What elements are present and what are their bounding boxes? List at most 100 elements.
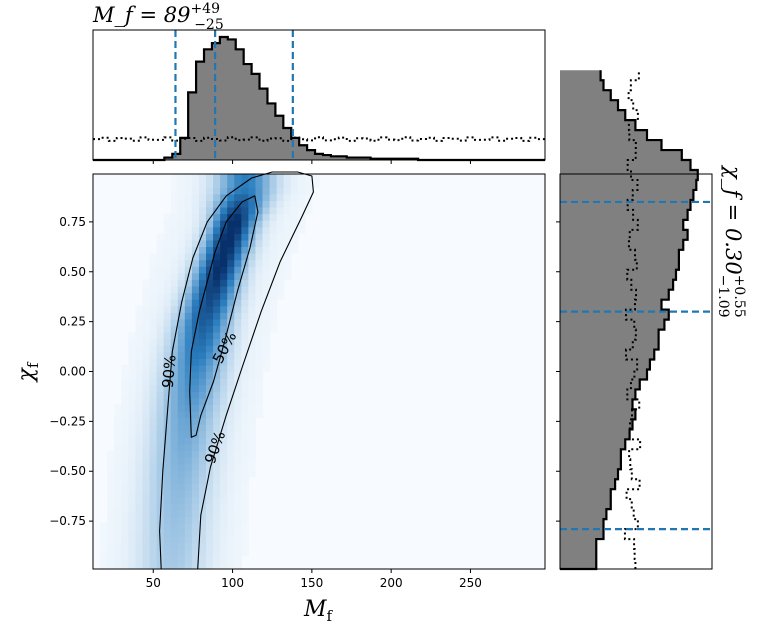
density-cell [213, 424, 221, 432]
density-cell [121, 437, 129, 445]
right-histogram-fill [560, 70, 698, 569]
density-cell [135, 378, 144, 386]
density-cell [276, 285, 285, 294]
density-cell [220, 206, 228, 215]
density-cell [213, 351, 221, 359]
density-cell [283, 259, 292, 267]
density-cell [248, 470, 257, 478]
density-cell [283, 206, 292, 215]
density-cell [269, 253, 278, 261]
density-cell [213, 325, 221, 333]
contour-50pct [189, 195, 259, 438]
density-cell [198, 325, 207, 333]
density-cell [255, 213, 264, 221]
density-cell [262, 279, 271, 287]
density-cell [191, 411, 200, 419]
density-cell [234, 305, 242, 313]
density-cell [121, 536, 129, 544]
density-cell [206, 312, 214, 320]
top-panel-ticks [152, 160, 471, 164]
density-cell [213, 226, 221, 234]
density-cell [206, 338, 214, 346]
density-cell [149, 259, 158, 267]
x-tick-label: 150 [300, 576, 323, 590]
density-cell [213, 345, 221, 353]
density-cell [156, 378, 165, 386]
density-cell [149, 371, 158, 379]
density-cell [213, 378, 221, 386]
density-cell [184, 193, 193, 201]
density-cell [135, 397, 144, 406]
density-cell [227, 443, 235, 452]
density-cell [142, 503, 151, 511]
density-cell [163, 364, 172, 373]
density-cell [128, 424, 136, 432]
density-cell [177, 476, 186, 485]
density-cell [255, 371, 264, 379]
density-cell [213, 187, 221, 195]
density-cell [290, 239, 299, 248]
density-cell [248, 443, 257, 452]
density-cell [114, 476, 122, 485]
density-cell [283, 187, 292, 195]
density-cell [234, 200, 242, 208]
density-cell [198, 490, 207, 498]
density-cell [170, 496, 179, 504]
density-cell [213, 490, 221, 498]
density-cell [170, 318, 179, 327]
density-cell [191, 430, 200, 438]
density-cell [227, 503, 235, 511]
density-cell [142, 490, 151, 498]
density-cell [149, 417, 158, 425]
density-cell [248, 345, 257, 353]
density-cell [149, 503, 158, 511]
density-cell [255, 272, 264, 280]
density-cell [177, 509, 186, 517]
density-cell [177, 213, 186, 221]
density-cell [198, 180, 207, 188]
density-cell [234, 193, 242, 201]
density-cell [163, 272, 172, 280]
density-cell [128, 463, 136, 471]
density-cell [206, 358, 214, 366]
density-cell [255, 358, 264, 366]
density-cell [156, 424, 165, 432]
density-cell [248, 450, 257, 458]
density-cell [128, 503, 136, 511]
density-cell [170, 516, 179, 524]
density-cell [227, 463, 235, 471]
density-cell [135, 476, 144, 485]
density-cell [206, 404, 214, 412]
density-cell [184, 522, 193, 531]
density-cell [198, 259, 207, 267]
density-cell [170, 285, 179, 294]
density-cell [234, 351, 242, 359]
density-cell [177, 424, 186, 432]
density-cell [206, 272, 214, 280]
density-cell [213, 522, 221, 531]
density-cell [290, 193, 299, 201]
density-cell [206, 384, 214, 392]
density-cell [191, 443, 200, 452]
density-cell [248, 430, 257, 438]
density-cell [227, 437, 235, 445]
density-cell [198, 187, 207, 195]
density-cell [100, 549, 108, 557]
density-cell [191, 266, 200, 274]
density-cell [220, 239, 228, 248]
density-cell [135, 503, 144, 511]
density-cell [262, 318, 271, 327]
density-cell [149, 529, 158, 537]
density-cell [163, 549, 172, 557]
density-cell [184, 536, 193, 544]
density-cell [177, 417, 186, 425]
right-histogram-outline [560, 70, 699, 571]
density-cell [283, 253, 292, 261]
density-cell [191, 483, 200, 491]
density-cell [142, 338, 151, 346]
main-panel: 50%90%90% 50 100 150 200 250 −0.75−0.50−0.25… [14, 171, 546, 625]
density-cell [184, 509, 193, 517]
density-cell [184, 542, 193, 550]
density-cell [227, 299, 235, 307]
density-cell [184, 292, 193, 300]
